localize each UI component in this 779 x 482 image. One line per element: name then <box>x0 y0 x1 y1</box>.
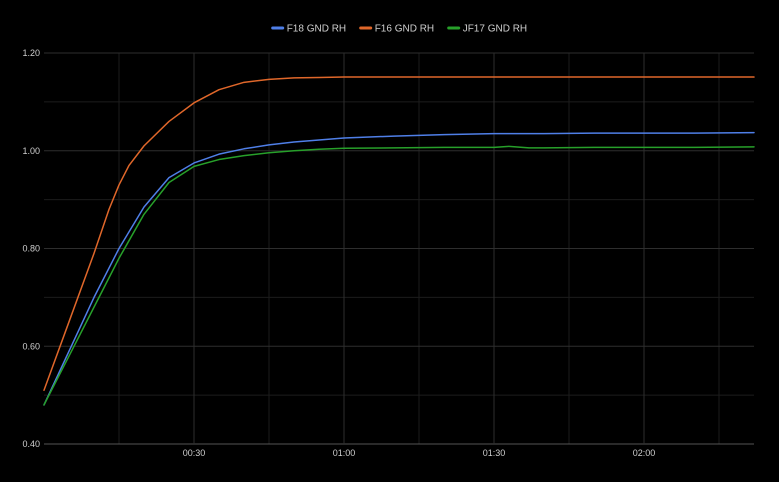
x-tick-label: 02:00 <box>633 448 656 458</box>
y-tick-label: 0.60 <box>22 341 40 351</box>
series-line-f18-gnd-rh[interactable] <box>43 131 755 406</box>
x-tick-label: 01:00 <box>333 448 356 458</box>
legend-item[interactable]: JF17 GND RH <box>447 24 527 35</box>
legend-label: F16 GND RH <box>375 24 434 35</box>
x-tick-label: 01:30 <box>483 448 506 458</box>
series-line-f16-gnd-rh[interactable] <box>43 76 755 391</box>
legend: F18 GND RH F16 GND RH JF17 GND RH <box>271 24 527 35</box>
legend-label: JF17 GND RH <box>463 24 527 35</box>
legend-item[interactable]: F16 GND RH <box>359 24 434 35</box>
legend-label: F18 GND RH <box>287 24 346 35</box>
y-tick-label: 0.40 <box>22 439 40 449</box>
x-tick-label: 00:30 <box>183 448 206 458</box>
axes: 0.40 0.60 0.80 1.00 1.20 00:30 01:00 01:30 02:00 <box>22 48 655 458</box>
y-tick-label: 1.20 <box>22 48 40 58</box>
y-tick-label: 0.80 <box>22 244 40 254</box>
series-line-jf17-gnd-rh[interactable] <box>43 145 755 406</box>
series-lines <box>43 76 755 406</box>
y-tick-label: 1.00 <box>22 146 40 156</box>
legend-item[interactable]: F18 GND RH <box>271 24 346 35</box>
grid <box>44 52 754 445</box>
